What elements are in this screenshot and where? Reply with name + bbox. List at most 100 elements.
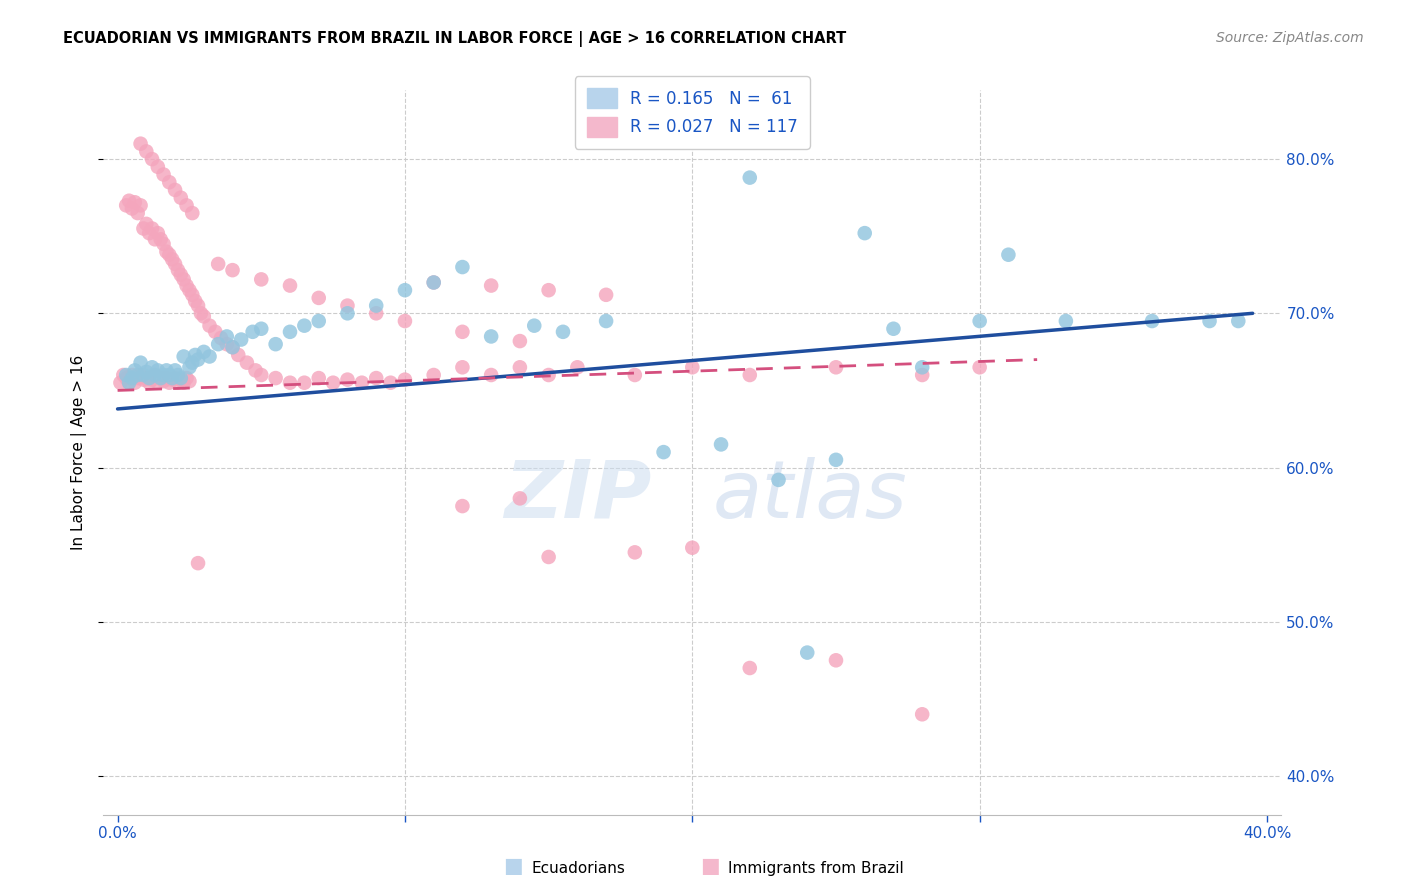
Point — [146, 376, 169, 390]
Point — [129, 136, 152, 151]
Point — [322, 376, 344, 390]
Point — [138, 226, 160, 240]
Point — [221, 263, 243, 277]
Point — [138, 371, 160, 385]
Point — [112, 368, 135, 382]
Point — [204, 325, 226, 339]
Point — [882, 322, 904, 336]
Point — [242, 325, 264, 339]
Point — [167, 263, 190, 277]
Text: Source: ZipAtlas.com: Source: ZipAtlas.com — [1216, 31, 1364, 45]
Point — [138, 376, 160, 390]
Text: ECUADORIAN VS IMMIGRANTS FROM BRAZIL IN LABOR FORCE | AGE > 16 CORRELATION CHART: ECUADORIAN VS IMMIGRANTS FROM BRAZIL IN … — [63, 31, 846, 47]
Point — [624, 545, 647, 559]
Point — [129, 356, 152, 370]
Text: Immigrants from Brazil: Immigrants from Brazil — [728, 861, 904, 876]
Point — [152, 368, 174, 382]
Point — [264, 337, 287, 351]
Point — [187, 299, 209, 313]
Point — [624, 368, 647, 382]
Point — [155, 244, 177, 259]
Point — [451, 325, 474, 339]
Point — [537, 549, 560, 564]
Point — [969, 360, 991, 375]
Point — [115, 198, 138, 212]
Point — [738, 170, 761, 185]
Point — [193, 344, 215, 359]
Point — [221, 340, 243, 354]
Point — [143, 232, 166, 246]
Point — [681, 541, 703, 555]
Point — [181, 356, 204, 370]
Point — [141, 152, 163, 166]
Point — [394, 314, 416, 328]
Point — [207, 337, 229, 351]
Point — [1140, 314, 1163, 328]
Point — [422, 276, 444, 290]
Point — [181, 288, 204, 302]
Point — [124, 376, 146, 390]
Point — [336, 373, 359, 387]
Point — [308, 371, 330, 385]
Point — [825, 360, 848, 375]
Point — [245, 363, 267, 377]
Point — [135, 365, 157, 379]
Point — [193, 310, 215, 324]
Point — [135, 217, 157, 231]
Point — [796, 646, 818, 660]
Point — [184, 348, 207, 362]
Point — [551, 325, 574, 339]
Point — [479, 278, 502, 293]
Point — [350, 376, 373, 390]
Point — [215, 329, 238, 343]
Point — [209, 331, 232, 345]
Point — [738, 661, 761, 675]
Point — [226, 348, 249, 362]
Point — [652, 445, 675, 459]
Point — [149, 232, 172, 246]
Point — [110, 376, 132, 390]
Point — [141, 373, 163, 387]
Point — [1227, 314, 1250, 328]
Point — [523, 318, 546, 333]
Point — [181, 206, 204, 220]
Point — [422, 276, 444, 290]
Legend: R = 0.165   N =  61, R = 0.027   N = 117: R = 0.165 N = 61, R = 0.027 N = 117 — [575, 77, 810, 149]
Point — [236, 356, 259, 370]
Point — [157, 248, 180, 262]
Point — [969, 314, 991, 328]
Point — [118, 376, 141, 390]
Point — [710, 437, 733, 451]
Point — [567, 360, 589, 375]
Point — [187, 352, 209, 367]
Point — [198, 318, 221, 333]
Point — [997, 248, 1019, 262]
Point — [165, 371, 187, 385]
Point — [179, 374, 201, 388]
Point — [152, 374, 174, 388]
Point — [911, 368, 934, 382]
Point — [165, 363, 187, 377]
Point — [152, 236, 174, 251]
Point — [165, 183, 187, 197]
Point — [132, 373, 155, 387]
Point — [221, 340, 243, 354]
Point — [115, 371, 138, 385]
Point — [135, 145, 157, 159]
Point — [853, 226, 876, 240]
Point — [250, 272, 273, 286]
Point — [366, 306, 388, 320]
Point — [537, 283, 560, 297]
Point — [173, 376, 195, 390]
Point — [394, 373, 416, 387]
Point — [121, 371, 143, 385]
Point — [479, 368, 502, 382]
Point — [336, 299, 359, 313]
Point — [141, 221, 163, 235]
Point — [170, 373, 193, 387]
Point — [198, 350, 221, 364]
Point — [231, 333, 253, 347]
Point — [207, 257, 229, 271]
Point — [278, 376, 301, 390]
Point — [308, 314, 330, 328]
